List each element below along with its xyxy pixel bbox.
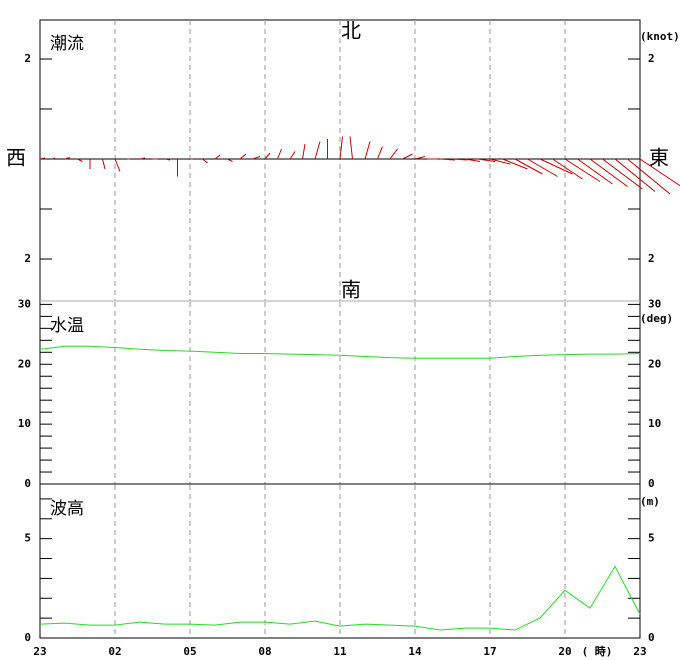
current-vector [314, 141, 321, 160]
y-tick-label: 10 [18, 417, 31, 430]
current-vector [114, 158, 121, 172]
north-label: 北 [341, 19, 361, 43]
current-vector [364, 141, 371, 160]
x-tick-label: 11 [333, 645, 347, 658]
current-vector [252, 156, 261, 160]
current-vector [227, 158, 233, 162]
current-vector [302, 143, 306, 160]
unit-label: (knot) [640, 30, 680, 43]
x-tick-label: 23 [33, 645, 46, 658]
x-tick-label: 20 [558, 645, 571, 658]
x-axis-label: ( 時) [582, 644, 613, 658]
current-vector [202, 158, 208, 164]
data-line [39, 345, 641, 359]
current-vector [52, 157, 56, 160]
current-vector [502, 158, 528, 170]
current-vector [389, 148, 398, 160]
y2-tick-label: 0 [648, 477, 655, 490]
y2-tick-label: 5 [648, 532, 655, 545]
current-vector [77, 158, 83, 162]
current-vector [539, 158, 573, 175]
x-tick-label: 23 [633, 645, 646, 658]
current-vector [527, 158, 558, 177]
current-vector [489, 158, 511, 165]
current-vector [464, 158, 481, 162]
current-vector [589, 158, 628, 187]
panel-title: 潮流 [50, 34, 84, 54]
current-vector [602, 158, 643, 190]
current-vector [614, 158, 656, 192]
current-vector [564, 158, 601, 182]
current-vector [239, 153, 247, 160]
current-vector [377, 146, 383, 160]
current-vector [264, 152, 271, 160]
current-vector [139, 157, 146, 160]
y2-tick-label: 2 [648, 252, 655, 265]
current-vector [627, 158, 671, 195]
y2-tick-label: 30 [648, 297, 661, 310]
y2-tick-label: 20 [648, 357, 661, 370]
current-vector [414, 156, 426, 160]
current-vector [552, 158, 583, 180]
current-vector [477, 158, 496, 162]
panel-title: 水温 [50, 316, 84, 336]
x-tick-label: 08 [258, 645, 271, 658]
data-line [39, 565, 641, 631]
current-vector [164, 158, 171, 161]
x-tick-label: 17 [483, 645, 496, 658]
south-label: 南 [341, 278, 361, 302]
west-label: 西 [6, 146, 26, 170]
y2-tick-label: 10 [648, 417, 661, 430]
unit-label: (m) [640, 495, 660, 508]
y2-tick-label: 2 [648, 52, 655, 65]
y-tick-label: 0 [24, 631, 31, 644]
y-tick-label: 0 [24, 477, 31, 490]
current-vector [577, 158, 613, 185]
y-tick-label: 2 [24, 252, 31, 265]
current-vector [339, 136, 343, 160]
y-tick-label: 30 [18, 297, 31, 310]
current-vector [349, 136, 353, 160]
current-vector [64, 157, 71, 160]
unit-label: (deg) [640, 312, 673, 325]
y-tick-label: 20 [18, 357, 31, 370]
y-tick-label: 5 [24, 532, 31, 545]
x-tick-label: 02 [108, 645, 121, 658]
x-tick-label: 05 [183, 645, 196, 658]
y-tick-label: 2 [24, 52, 31, 65]
current-vector [452, 158, 468, 161]
current-vector [102, 158, 106, 170]
current-vector [639, 158, 680, 187]
current-vector [277, 148, 282, 160]
current-vector [439, 158, 456, 161]
y2-tick-label: 0 [648, 631, 655, 644]
x-tick-label: 14 [408, 645, 422, 658]
current-vector [514, 158, 543, 175]
east-label: 東 [649, 146, 669, 170]
current-vector [402, 153, 413, 160]
panel-title: 波高 [50, 499, 84, 519]
current-vector [289, 151, 296, 160]
current-vector [214, 154, 221, 160]
current-vector [39, 157, 46, 160]
